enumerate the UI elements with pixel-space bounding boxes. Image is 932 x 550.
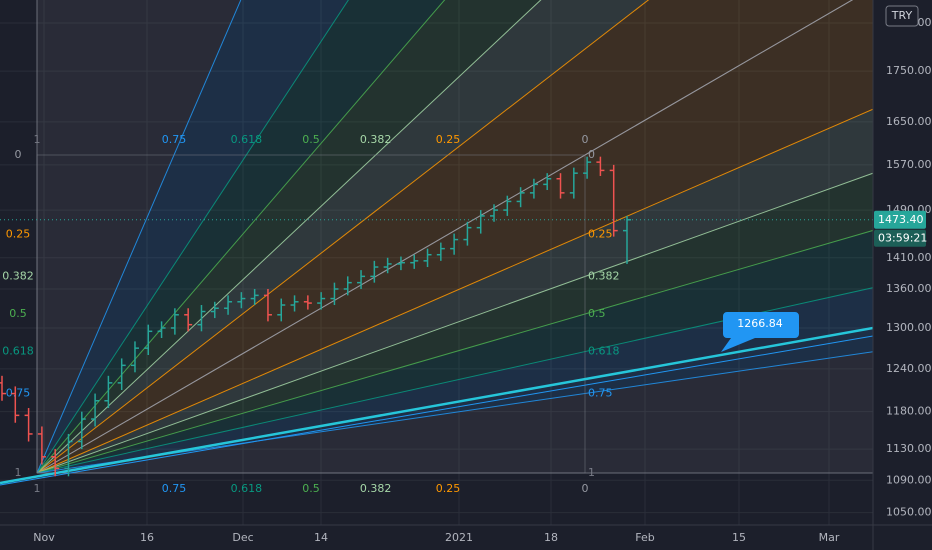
fan-label: 0.618 — [231, 133, 263, 146]
currency-label: TRY — [891, 9, 913, 22]
fan-label: 0.618 — [231, 482, 263, 495]
x-tick-label: Dec — [232, 531, 253, 544]
x-tick-label: 18 — [544, 531, 558, 544]
y-tick-label: 1050.00 — [886, 506, 932, 519]
y-tick-label: 1300.00 — [886, 321, 932, 334]
y-tick-label: 1570.00 — [886, 158, 932, 171]
x-tick-label: Mar — [819, 531, 840, 544]
grid — [0, 0, 873, 525]
trend-callout — [721, 312, 799, 352]
last-price-label: 1473.40 — [878, 213, 924, 226]
fan-label: 0 — [588, 148, 595, 161]
last-price-box — [874, 210, 926, 229]
fan-label: 0.382 — [588, 269, 620, 282]
countdown-box — [874, 229, 926, 247]
fan-label: 0 — [15, 148, 22, 161]
trend-line — [0, 335, 873, 486]
fan-label: 0.75 — [588, 387, 613, 400]
fan-label: 0.25 — [436, 482, 461, 495]
fan-label: 0.5 — [302, 133, 320, 146]
fan-label: 0.25 — [6, 228, 31, 241]
fan-label: 0.5 — [588, 307, 606, 320]
y-tick-label: 1410.00 — [886, 251, 932, 264]
bars — [0, 156, 873, 477]
fan-label: 0.618 — [588, 345, 620, 358]
fan-label: 0.382 — [2, 269, 34, 282]
x-tick-label: 14 — [314, 531, 328, 544]
fan-label: 0.382 — [360, 482, 392, 495]
x-tick-label: 2021 — [445, 531, 473, 544]
x-tick-label: 16 — [140, 531, 154, 544]
fan-band — [37, 0, 873, 473]
y-tick-label: 1360.00 — [886, 282, 932, 295]
y-tick-label: 1130.00 — [886, 442, 932, 455]
currency-box — [885, 5, 919, 27]
fan-label: 1 — [15, 466, 22, 479]
fan-label: 0.5 — [9, 307, 27, 320]
fan-label: 1 — [588, 466, 595, 479]
trend-line — [0, 326, 873, 485]
fan-label: 0.75 — [6, 387, 31, 400]
fan-label: 1 — [34, 133, 41, 146]
fan-label: 0 — [582, 133, 589, 146]
fan-label: 0.75 — [162, 133, 187, 146]
fan-label: 0.382 — [360, 133, 392, 146]
y-tick-label: 1090.00 — [886, 473, 932, 486]
fan-label: 0.25 — [436, 133, 461, 146]
y-tick-label: 1240.00 — [886, 362, 932, 375]
y-tick-label: 1650.00 — [886, 115, 932, 128]
y-tick-label: 1750.00 — [886, 64, 932, 77]
trend-label: 1266.84 — [737, 317, 783, 330]
fan-label: 0.75 — [162, 482, 187, 495]
y-tick-label: 1180.00 — [886, 405, 932, 418]
fan-label: 0.25 — [588, 228, 613, 241]
x-tick-label: 15 — [732, 531, 746, 544]
fan-label: 0.618 — [2, 345, 34, 358]
fan-label: 0 — [582, 482, 589, 495]
fan: 0 0 0 0 0.25 0.25 0.25 0.25 0.382 0.382 0.382 0.382… — [0, 0, 873, 495]
x-tick-label: Feb — [635, 531, 654, 544]
fan-label: 1 — [34, 482, 41, 495]
countdown-label: 03:59:21 — [878, 231, 927, 244]
fan-box — [36, 154, 586, 474]
fan-label: 0.5 — [302, 482, 320, 495]
x-tick-label: Nov — [33, 531, 55, 544]
